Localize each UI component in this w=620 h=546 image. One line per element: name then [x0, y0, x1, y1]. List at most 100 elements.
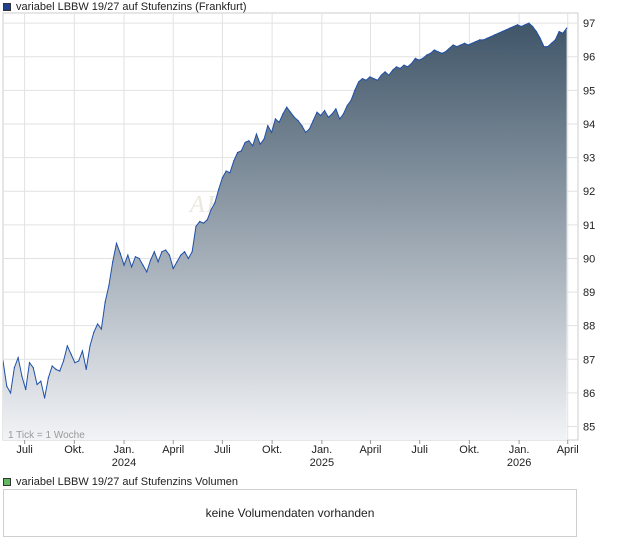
- price-point: [350, 99, 352, 102]
- y-tick-label: 85: [583, 422, 595, 434]
- price-point: [131, 266, 133, 268]
- price-point: [78, 360, 80, 362]
- x-tick-label: Okt.: [64, 444, 84, 456]
- price-point: [445, 51, 447, 53]
- price-point: [543, 46, 545, 48]
- price-point: [233, 160, 235, 162]
- price-point: [418, 59, 420, 61]
- price-point: [407, 66, 409, 68]
- price-point: [528, 22, 530, 24]
- price-point: [426, 54, 428, 56]
- price-point: [25, 388, 27, 391]
- price-point: [263, 138, 265, 140]
- price-point: [149, 259, 152, 261]
- price-point: [373, 77, 375, 80]
- price-point: [225, 170, 227, 172]
- price-point: [127, 254, 129, 256]
- price-point: [66, 345, 68, 347]
- price-point: [516, 24, 519, 26]
- y-tick-label: 91: [583, 220, 595, 232]
- tick-note: 1 Tick = 1 Woche: [8, 430, 85, 441]
- price-point: [96, 323, 99, 325]
- price-point: [93, 331, 95, 334]
- price-point: [240, 150, 242, 152]
- price-point: [40, 380, 42, 382]
- price-point: [183, 251, 186, 253]
- volume-legend-swatch: [3, 478, 11, 486]
- price-point: [210, 209, 212, 211]
- price-point: [535, 30, 537, 33]
- price-point: [123, 264, 125, 266]
- price-point: [497, 32, 500, 34]
- price-point: [388, 74, 390, 76]
- price-point: [289, 111, 292, 113]
- price-point: [414, 57, 416, 59]
- price-point: [376, 79, 379, 81]
- price-point: [202, 222, 205, 224]
- x-tick-label: Juli: [411, 444, 428, 456]
- price-point: [274, 118, 276, 120]
- price-point: [191, 251, 193, 253]
- price-point: [134, 256, 136, 258]
- price-point: [339, 118, 341, 120]
- price-point: [520, 25, 522, 28]
- price-point: [403, 64, 405, 66]
- price-point: [361, 77, 363, 80]
- price-point: [460, 44, 462, 46]
- price-point: [441, 52, 443, 54]
- price-point: [410, 62, 413, 65]
- price-point: [305, 131, 307, 133]
- price-point: [448, 47, 450, 49]
- volume-empty-message: keine Volumendaten vorhanden: [205, 506, 375, 520]
- price-point: [165, 249, 167, 251]
- price-point: [195, 225, 197, 228]
- x-tick-label: April: [359, 444, 381, 456]
- x-tick-label: Jan.: [311, 444, 332, 456]
- x-tick-label: Juli: [214, 444, 231, 456]
- volume-legend: variabel LBBW 19/27 auf Stufenzins Volum…: [3, 475, 238, 489]
- price-point: [532, 25, 534, 28]
- price-point: [539, 37, 541, 39]
- price-point: [327, 116, 329, 118]
- price-points: [3, 22, 568, 399]
- y-tick-label: 90: [583, 253, 595, 265]
- price-legend: variabel LBBW 19/27 auf Stufenzins (Fran…: [3, 0, 247, 14]
- price-point: [312, 119, 314, 122]
- price-point: [399, 67, 401, 70]
- x-tick-label: Jan.: [114, 444, 135, 456]
- y-tick-label: 89: [583, 287, 595, 299]
- price-point: [218, 188, 220, 191]
- price-point: [81, 350, 84, 352]
- price-point: [286, 106, 288, 108]
- price-point: [32, 367, 34, 369]
- y-tick-label: 95: [583, 85, 595, 97]
- price-point: [479, 39, 481, 41]
- price-point: [486, 37, 488, 39]
- price-point: [157, 261, 159, 263]
- price-point: [55, 368, 57, 370]
- price-point: [558, 30, 560, 33]
- y-tick-label: 93: [583, 153, 595, 165]
- y-tick-label: 92: [583, 186, 595, 198]
- price-area: [3, 23, 567, 440]
- price-point: [6, 385, 8, 387]
- price-point: [21, 375, 23, 377]
- price-point: [100, 328, 102, 330]
- price-point: [346, 104, 348, 107]
- price-point: [70, 353, 72, 355]
- price-point: [490, 35, 492, 38]
- y-tick-label: 87: [583, 354, 595, 366]
- price-point: [505, 29, 507, 31]
- price-point: [153, 251, 155, 253]
- price-point: [331, 113, 333, 115]
- price-point: [112, 261, 114, 263]
- price-point: [562, 32, 564, 34]
- price-point: [270, 131, 273, 133]
- price-point: [437, 51, 439, 53]
- price-point: [384, 71, 386, 73]
- price-point: [161, 251, 163, 253]
- price-point: [146, 271, 148, 273]
- price-point: [308, 128, 311, 130]
